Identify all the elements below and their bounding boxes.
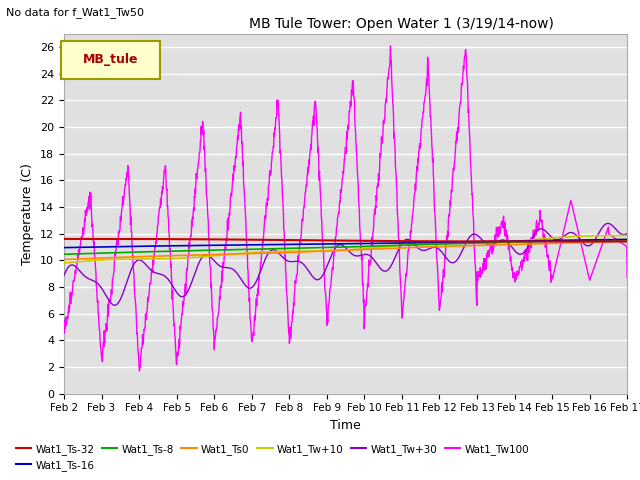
X-axis label: Time: Time — [330, 419, 361, 432]
Legend: Wat1_Ts-32, Wat1_Ts-16, Wat1_Ts-8, Wat1_Ts0, Wat1_Tw+10, Wat1_Tw+30, Wat1_Tw100: Wat1_Ts-32, Wat1_Ts-16, Wat1_Ts-8, Wat1_… — [12, 439, 533, 475]
FancyBboxPatch shape — [61, 41, 160, 79]
Title: MB Tule Tower: Open Water 1 (3/19/14-now): MB Tule Tower: Open Water 1 (3/19/14-now… — [250, 17, 554, 31]
Text: No data for f_Wat1_Tw50: No data for f_Wat1_Tw50 — [6, 7, 145, 18]
Y-axis label: Temperature (C): Temperature (C) — [22, 163, 35, 264]
Text: MB_tule: MB_tule — [83, 53, 138, 66]
